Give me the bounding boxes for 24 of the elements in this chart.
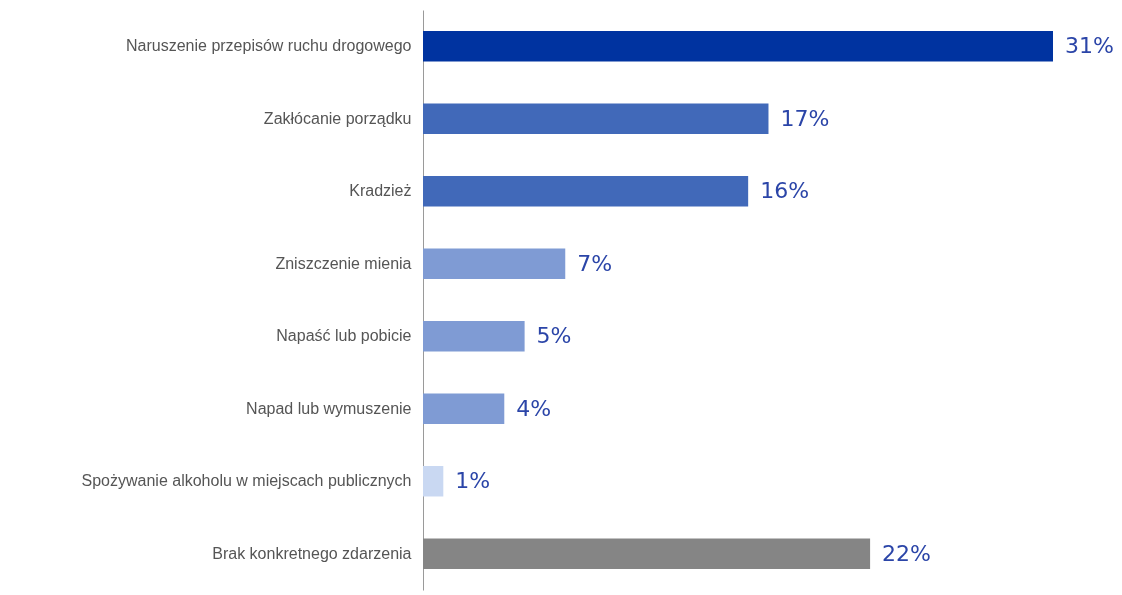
data-label: 5% [536, 323, 572, 349]
bar [423, 393, 505, 424]
y-tick-label: Napad lub wymuszenie [246, 399, 412, 417]
bar [423, 31, 1053, 62]
data-label: 31% [1065, 33, 1114, 59]
bar [423, 466, 444, 497]
y-tick-label: Zniszczenie mienia [275, 254, 412, 272]
data-label: 4% [516, 395, 552, 421]
y-tick-label: Kradzież [349, 182, 412, 200]
y-tick-label: Brak konkretnego zdarzenia [212, 544, 412, 562]
bar [423, 248, 566, 279]
y-tick-label: Spożywanie alkoholu w miejscach publicznych [81, 472, 412, 490]
data-label: 16% [760, 178, 810, 204]
bar [423, 176, 749, 207]
bar [423, 538, 871, 569]
y-tick-label: Naruszenie przepisów ruchu drogowego [126, 37, 412, 55]
bar [423, 103, 769, 134]
data-label: 7% [577, 250, 613, 276]
bar [423, 321, 525, 352]
data-label: 17% [780, 105, 830, 131]
y-tick-label: Napaść lub pobicie [276, 327, 412, 345]
data-label: 1% [455, 468, 491, 494]
y-tick-label: Zakłócanie porządku [263, 109, 412, 127]
data-label: 22% [882, 540, 931, 566]
